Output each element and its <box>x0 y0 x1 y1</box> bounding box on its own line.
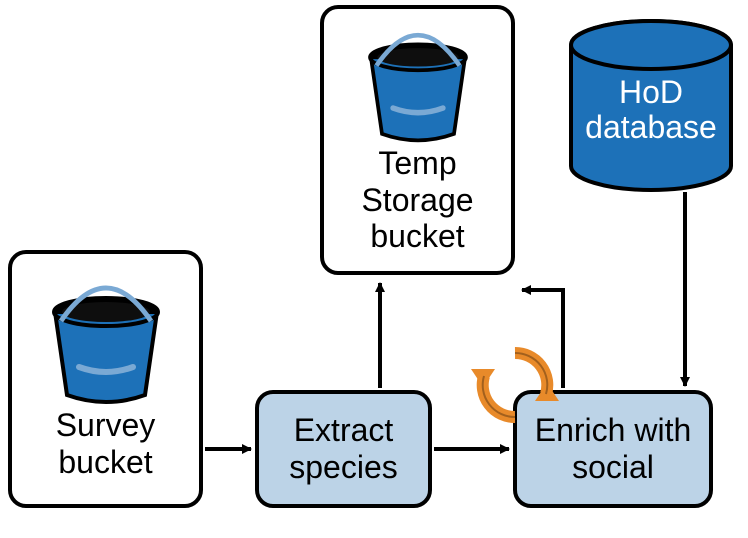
temp-line1: Temp <box>378 145 456 182</box>
temp-line3: bucket <box>370 218 464 255</box>
extract-line1: Extract <box>294 412 394 449</box>
survey-line1: Survey <box>56 407 156 444</box>
hod-line2: database <box>571 110 731 145</box>
hod-line1: HoD <box>571 75 731 110</box>
enrich-social-node: Enrich with social <box>513 390 713 508</box>
extract-species-node: Extract species <box>255 390 432 508</box>
temp-storage-node: Temp Storage bucket <box>320 5 515 275</box>
temp-line2: Storage <box>361 182 473 219</box>
edge-enrich-temp <box>522 290 563 388</box>
extract-line2: species <box>289 449 398 486</box>
hod-database-label: HoD database <box>571 75 731 145</box>
survey-line2: bucket <box>58 444 152 481</box>
enrich-line1: Enrich with <box>535 412 692 449</box>
enrich-line2: social <box>572 449 654 486</box>
bucket-icon <box>358 25 478 145</box>
bucket-icon <box>41 277 171 407</box>
survey-bucket-node: Survey bucket <box>8 250 203 508</box>
